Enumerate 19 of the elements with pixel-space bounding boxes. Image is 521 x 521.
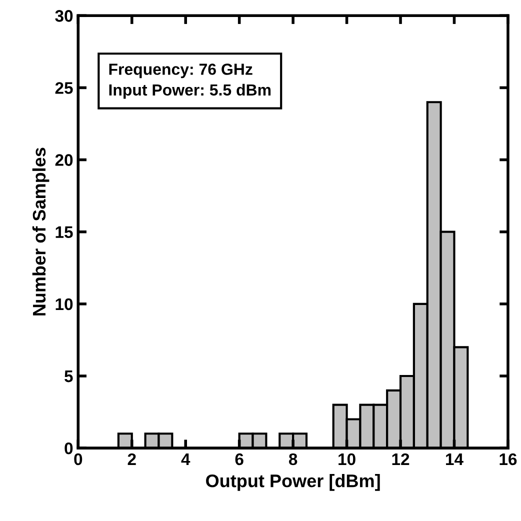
- x-tick-label: 4: [181, 454, 190, 465]
- x-tick-label: 8: [288, 453, 298, 466]
- y-tick-label: 15: [56, 226, 73, 238]
- x-tick-label: 14: [446, 454, 464, 465]
- x-tick-label: 12: [392, 453, 410, 465]
- y-tick-label: 10: [56, 298, 73, 310]
- x-tick-label: 16: [500, 453, 517, 466]
- y-axis-title: Number of Samples: [32, 148, 50, 316]
- y-tick-label: 30: [55, 10, 73, 22]
- y-tick-label: 25: [55, 82, 73, 94]
- y-tick-label: 5: [64, 370, 73, 382]
- x-tick-label: 0: [74, 453, 82, 466]
- x-tick-label: 6: [235, 453, 244, 466]
- x-axis-title: Output Power [dBm]: [206, 474, 380, 491]
- annotation: Frequency: 76 GHz Input Power: 5.5 dBm: [109, 64, 271, 99]
- y-tick-label: 0: [64, 442, 73, 454]
- x-tick-label: 10: [338, 453, 356, 466]
- x-tick-label: 2: [128, 453, 136, 465]
- y-tick-label: 20: [55, 154, 73, 166]
